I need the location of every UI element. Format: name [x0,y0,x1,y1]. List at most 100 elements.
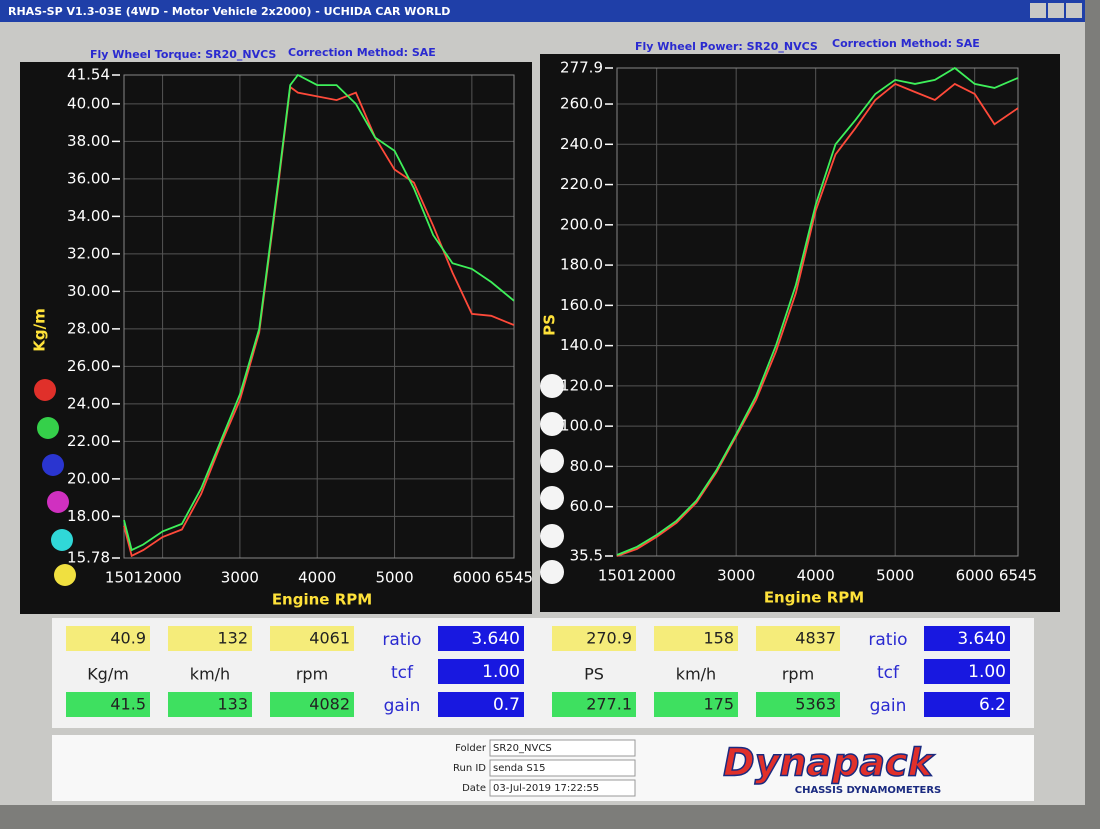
x-tick-label: 4000 [797,567,835,585]
readout-box [756,692,840,717]
plot-panel [20,62,532,614]
y-tick-label: 32.00 [67,244,110,262]
chart-subtitle: Correction Method: SAE [288,46,436,59]
x-tick-label: 5000 [876,567,914,585]
readout-box [270,692,354,717]
run-selector[interactable] [540,449,564,473]
y-tick-label: 18.00 [67,507,110,525]
y-tick-label: 24.00 [67,394,110,412]
param-box [924,692,1010,717]
x-axis-label: Engine RPM [764,589,864,607]
readout-value: 4082 [309,695,350,714]
param-value: 0.7 [493,695,520,715]
run-selector[interactable] [540,412,564,436]
param-label: gain [870,696,907,716]
readout-value: 158 [703,629,734,648]
y-tick-label: 160.0 [560,296,603,314]
param-box [924,626,1010,651]
chart-subtitle: Correction Method: SAE [832,37,980,50]
run-selector[interactable] [540,560,564,584]
minimize-button[interactable] [1030,3,1046,18]
field-value: 03-Jul-2019 17:22:55 [493,783,599,794]
param-box [438,626,524,651]
param-label: tcf [877,663,900,683]
plot-frame [123,74,515,559]
run-selector[interactable] [51,529,73,551]
y-tick-label: 260.0 [560,95,603,113]
y-axis-label: PS [541,314,559,336]
y-tick-label: 60.0 [570,497,603,515]
param-label: tcf [391,663,414,683]
readout-unit: Kg/m [87,665,129,684]
x-tick-label: 6000 [956,567,994,585]
readout-unit: km/h [190,665,230,684]
param-label: ratio [382,630,421,650]
param-value: 6.2 [979,695,1006,715]
readout-value: 41.5 [110,695,146,714]
field-label: Run ID [453,763,486,774]
chart-title: Fly Wheel Torque: SR20_NVCS [90,48,276,61]
readout-box [552,692,636,717]
param-box [924,659,1010,684]
x-tick-label: 6545 [999,567,1037,585]
field-box [489,739,636,757]
param-box [438,659,524,684]
plot-frame [616,67,1019,557]
run-selector[interactable] [34,379,56,401]
y-tick-label: 20.00 [67,469,110,487]
x-tick-label: 6545 [495,569,533,587]
readout-value: 132 [217,629,248,648]
y-tick-label: 200.0 [560,215,603,233]
readout-unit: km/h [676,665,716,684]
y-tick-label: 80.0 [570,457,603,475]
param-value: 3.640 [957,629,1006,649]
param-label: ratio [868,630,907,650]
chart-title: Fly Wheel Power: SR20_NVCS [635,40,818,53]
y-tick-label: 120.0 [560,376,603,394]
readout-box [168,626,252,651]
y-tick-label: 26.00 [67,357,110,375]
y-tick-label: 41.54 [67,66,110,84]
readout-box [168,692,252,717]
run-selectors [34,374,564,586]
y-tick-label: 15.78 [67,549,110,567]
readout-unit: PS [584,665,604,684]
logo-subtitle: CHASSIS DYNAMOMETERS [795,785,942,796]
close-button[interactable] [1066,3,1082,18]
y-tick-label: 40.00 [67,94,110,112]
y-tick-label: 34.00 [67,207,110,225]
readout-value: 175 [703,695,734,714]
run-selector[interactable] [540,486,564,510]
field-box [489,759,636,777]
y-tick-label: 100.0 [560,417,603,435]
readout-unit: rpm [296,665,328,684]
run-selector[interactable] [47,491,69,513]
y-tick-label: 220.0 [560,175,603,193]
readout-value: 133 [217,695,248,714]
data-line [616,66,1019,556]
readout-box [270,626,354,651]
run-selector[interactable] [54,564,76,586]
run-selector[interactable] [42,454,64,476]
y-tick-label: 140.0 [560,336,603,354]
y-tick-label: 38.00 [67,132,110,150]
x-tick-label: 5000 [375,569,413,587]
field-label: Folder [455,743,487,754]
param-value: 1.00 [968,662,1006,682]
param-label: gain [384,696,421,716]
maximize-button[interactable] [1048,3,1064,18]
readout-value: 4837 [795,629,836,648]
run-selector[interactable] [540,524,564,548]
run-selector[interactable] [540,374,564,398]
readout-unit: rpm [782,665,814,684]
x-tick-label: 3000 [221,569,259,587]
readout-value: 5363 [795,695,836,714]
data-line [123,85,515,558]
field-value: SR20_NVCS [493,743,552,754]
y-tick-label: 240.0 [560,135,603,153]
window-title: RHAS-SP V1.3-03E (4WD - Motor Vehicle 2x… [8,5,450,18]
x-tick-label: 2000 [638,567,676,585]
run-selector[interactable] [37,417,59,439]
title-bar [0,0,1085,22]
